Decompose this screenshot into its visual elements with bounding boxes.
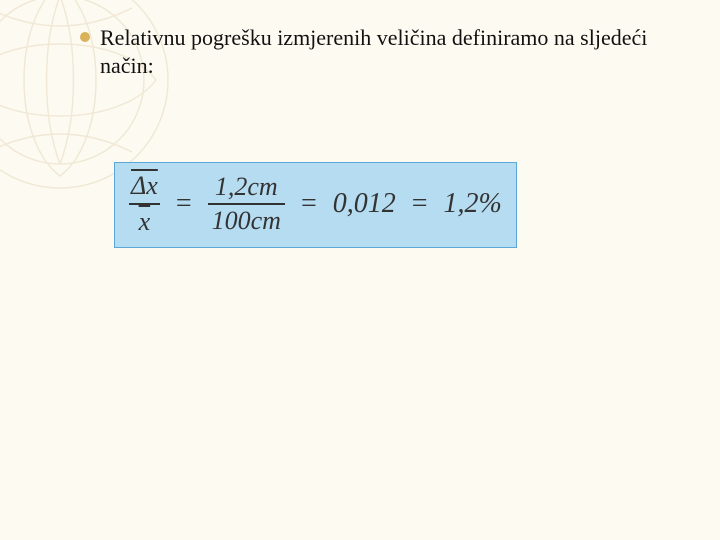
equals-sign-3: =	[410, 188, 430, 220]
fraction-bar	[208, 203, 285, 205]
bullet-text: Relativnu pogrešku izmjerenih veličina d…	[100, 24, 680, 79]
denominator-x: x	[139, 207, 151, 236]
fraction-values: 1,2cm 100cm	[208, 174, 285, 234]
content-area: Relativnu pogrešku izmjerenih veličina d…	[80, 24, 680, 79]
den-val: 100	[212, 206, 251, 235]
equals-sign-1: =	[174, 188, 194, 220]
result-decimal: 0,012	[333, 188, 396, 220]
bullet-item: Relativnu pogrešku izmjerenih veličina d…	[80, 24, 680, 79]
bullet-dot-icon	[80, 32, 90, 42]
fraction-delta-x-over-x: Δx x	[129, 173, 160, 235]
fraction-bar	[129, 203, 160, 205]
den-unit: cm	[251, 206, 281, 235]
numerator-value: 1,2cm	[211, 174, 282, 200]
result-percent: 1,2%	[444, 188, 502, 220]
numerator-delta-x: Δx	[131, 171, 158, 200]
num-unit: cm	[247, 172, 277, 201]
denominator-value: 100cm	[208, 208, 285, 234]
equals-sign-2: =	[299, 188, 319, 220]
num-val: 1,2	[215, 172, 248, 201]
formula-box: Δx x = 1,2cm 100cm = 0,012 = 1,2%	[114, 162, 517, 248]
